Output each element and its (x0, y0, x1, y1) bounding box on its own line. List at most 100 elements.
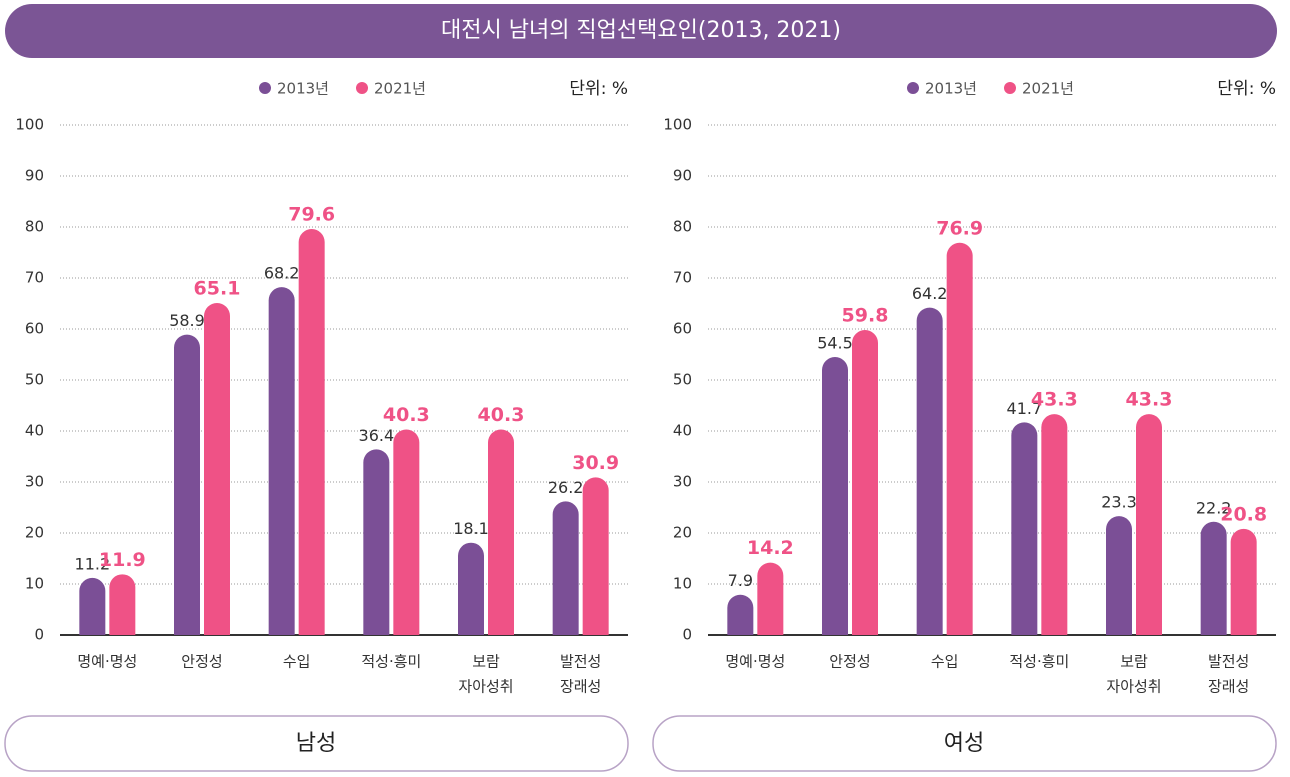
caption-box (652, 715, 1277, 772)
bar (268, 287, 295, 635)
caption: 여성 (944, 731, 984, 756)
legend-label: 2021년 (1022, 80, 1074, 98)
x-tick-label: 장래성 (560, 678, 601, 696)
y-tick-label: 0 (34, 626, 44, 644)
y-tick-label: 20 (673, 524, 692, 542)
caption-box (4, 715, 629, 772)
y-tick-label: 60 (25, 320, 44, 338)
y-tick-label: 50 (673, 371, 692, 389)
y-tick-label: 100 (15, 116, 44, 134)
x-tick-label: 수입 (283, 653, 311, 671)
value-label: 59.8 (842, 305, 889, 327)
bar (1136, 414, 1162, 635)
legend-swatch (259, 82, 271, 94)
value-label: 30.9 (572, 452, 619, 474)
unit-label: 단위: % (569, 79, 628, 99)
bar (946, 242, 973, 635)
y-tick-label: 60 (673, 320, 692, 338)
y-tick-label: 30 (25, 473, 44, 491)
legend-label: 2013년 (277, 80, 329, 98)
x-tick-label: 자아성취 (458, 678, 513, 696)
bar (727, 594, 754, 635)
bar (79, 577, 106, 635)
value-label: 43.3 (1031, 389, 1078, 411)
x-tick-label: 발전성 (1208, 653, 1249, 671)
y-tick-label: 40 (673, 422, 692, 440)
value-label: 79.6 (288, 204, 335, 226)
bar (916, 307, 943, 635)
y-tick-label: 80 (25, 218, 44, 236)
y-tick-label: 0 (682, 626, 692, 644)
x-tick-label: 보람 (1120, 653, 1148, 671)
value-label: 20.8 (1220, 503, 1267, 525)
y-tick-label: 10 (673, 575, 692, 593)
bar (109, 574, 136, 635)
title-banner (5, 4, 1277, 58)
x-tick-label: 적성·흥미 (361, 653, 421, 671)
x-tick-label: 장래성 (1208, 678, 1249, 696)
caption: 남성 (296, 731, 336, 756)
x-tick-label: 명예·명성 (725, 653, 785, 671)
value-label: 65.1 (194, 277, 241, 299)
value-label: 36.4 (359, 426, 395, 445)
legend-swatch (1004, 82, 1016, 94)
bar (393, 429, 420, 635)
y-tick-label: 10 (25, 575, 44, 593)
legend-swatch (356, 82, 368, 94)
value-label: 22.2 (1196, 498, 1232, 517)
bar (1200, 521, 1227, 635)
bar (204, 302, 230, 635)
bar (1106, 516, 1132, 635)
legend-label: 2021년 (374, 80, 426, 98)
y-tick-label: 80 (673, 218, 692, 236)
legend-swatch (907, 82, 919, 94)
x-tick-label: 명예·명성 (77, 653, 137, 671)
value-label: 58.9 (169, 311, 205, 330)
y-tick-label: 90 (25, 167, 44, 185)
x-tick-label: 보람 (472, 653, 500, 671)
x-tick-label: 발전성 (560, 653, 601, 671)
bar (1230, 528, 1257, 635)
value-label: 18.1 (453, 519, 489, 538)
x-tick-label: 적성·흥미 (1009, 653, 1069, 671)
y-tick-label: 20 (25, 524, 44, 542)
value-label: 26.2 (548, 478, 584, 497)
y-tick-label: 100 (663, 116, 692, 134)
value-label: 41.7 (1007, 399, 1043, 418)
value-label: 7.9 (728, 571, 753, 590)
value-label: 40.3 (478, 404, 525, 426)
bar (822, 357, 848, 635)
value-label: 11.2 (75, 554, 111, 573)
value-label: 40.3 (383, 404, 430, 426)
value-label: 68.2 (264, 264, 300, 283)
x-tick-label: 안정성 (181, 653, 222, 671)
legend-label: 2013년 (925, 80, 977, 98)
bar (1011, 422, 1038, 635)
bar (1041, 414, 1068, 635)
y-tick-label: 70 (673, 269, 692, 287)
x-tick-label: 안정성 (829, 653, 870, 671)
value-label: 54.5 (817, 334, 853, 353)
y-tick-label: 50 (25, 371, 44, 389)
y-tick-label: 30 (673, 473, 692, 491)
unit-label: 단위: % (1217, 79, 1276, 99)
bar (363, 449, 390, 635)
value-label: 76.9 (936, 217, 983, 239)
value-label: 23.3 (1101, 493, 1137, 512)
bar (298, 229, 325, 635)
value-label: 14.2 (747, 537, 794, 559)
bar (552, 501, 579, 635)
bar (582, 477, 609, 635)
bar (458, 542, 484, 635)
value-label: 64.2 (912, 284, 948, 303)
bar (174, 334, 200, 635)
value-label: 43.3 (1126, 389, 1173, 411)
x-tick-label: 수입 (931, 653, 959, 671)
y-tick-label: 90 (673, 167, 692, 185)
x-tick-label: 자아성취 (1106, 678, 1161, 696)
value-label: 11.9 (99, 549, 146, 571)
bar (852, 330, 878, 635)
bar (757, 562, 784, 635)
